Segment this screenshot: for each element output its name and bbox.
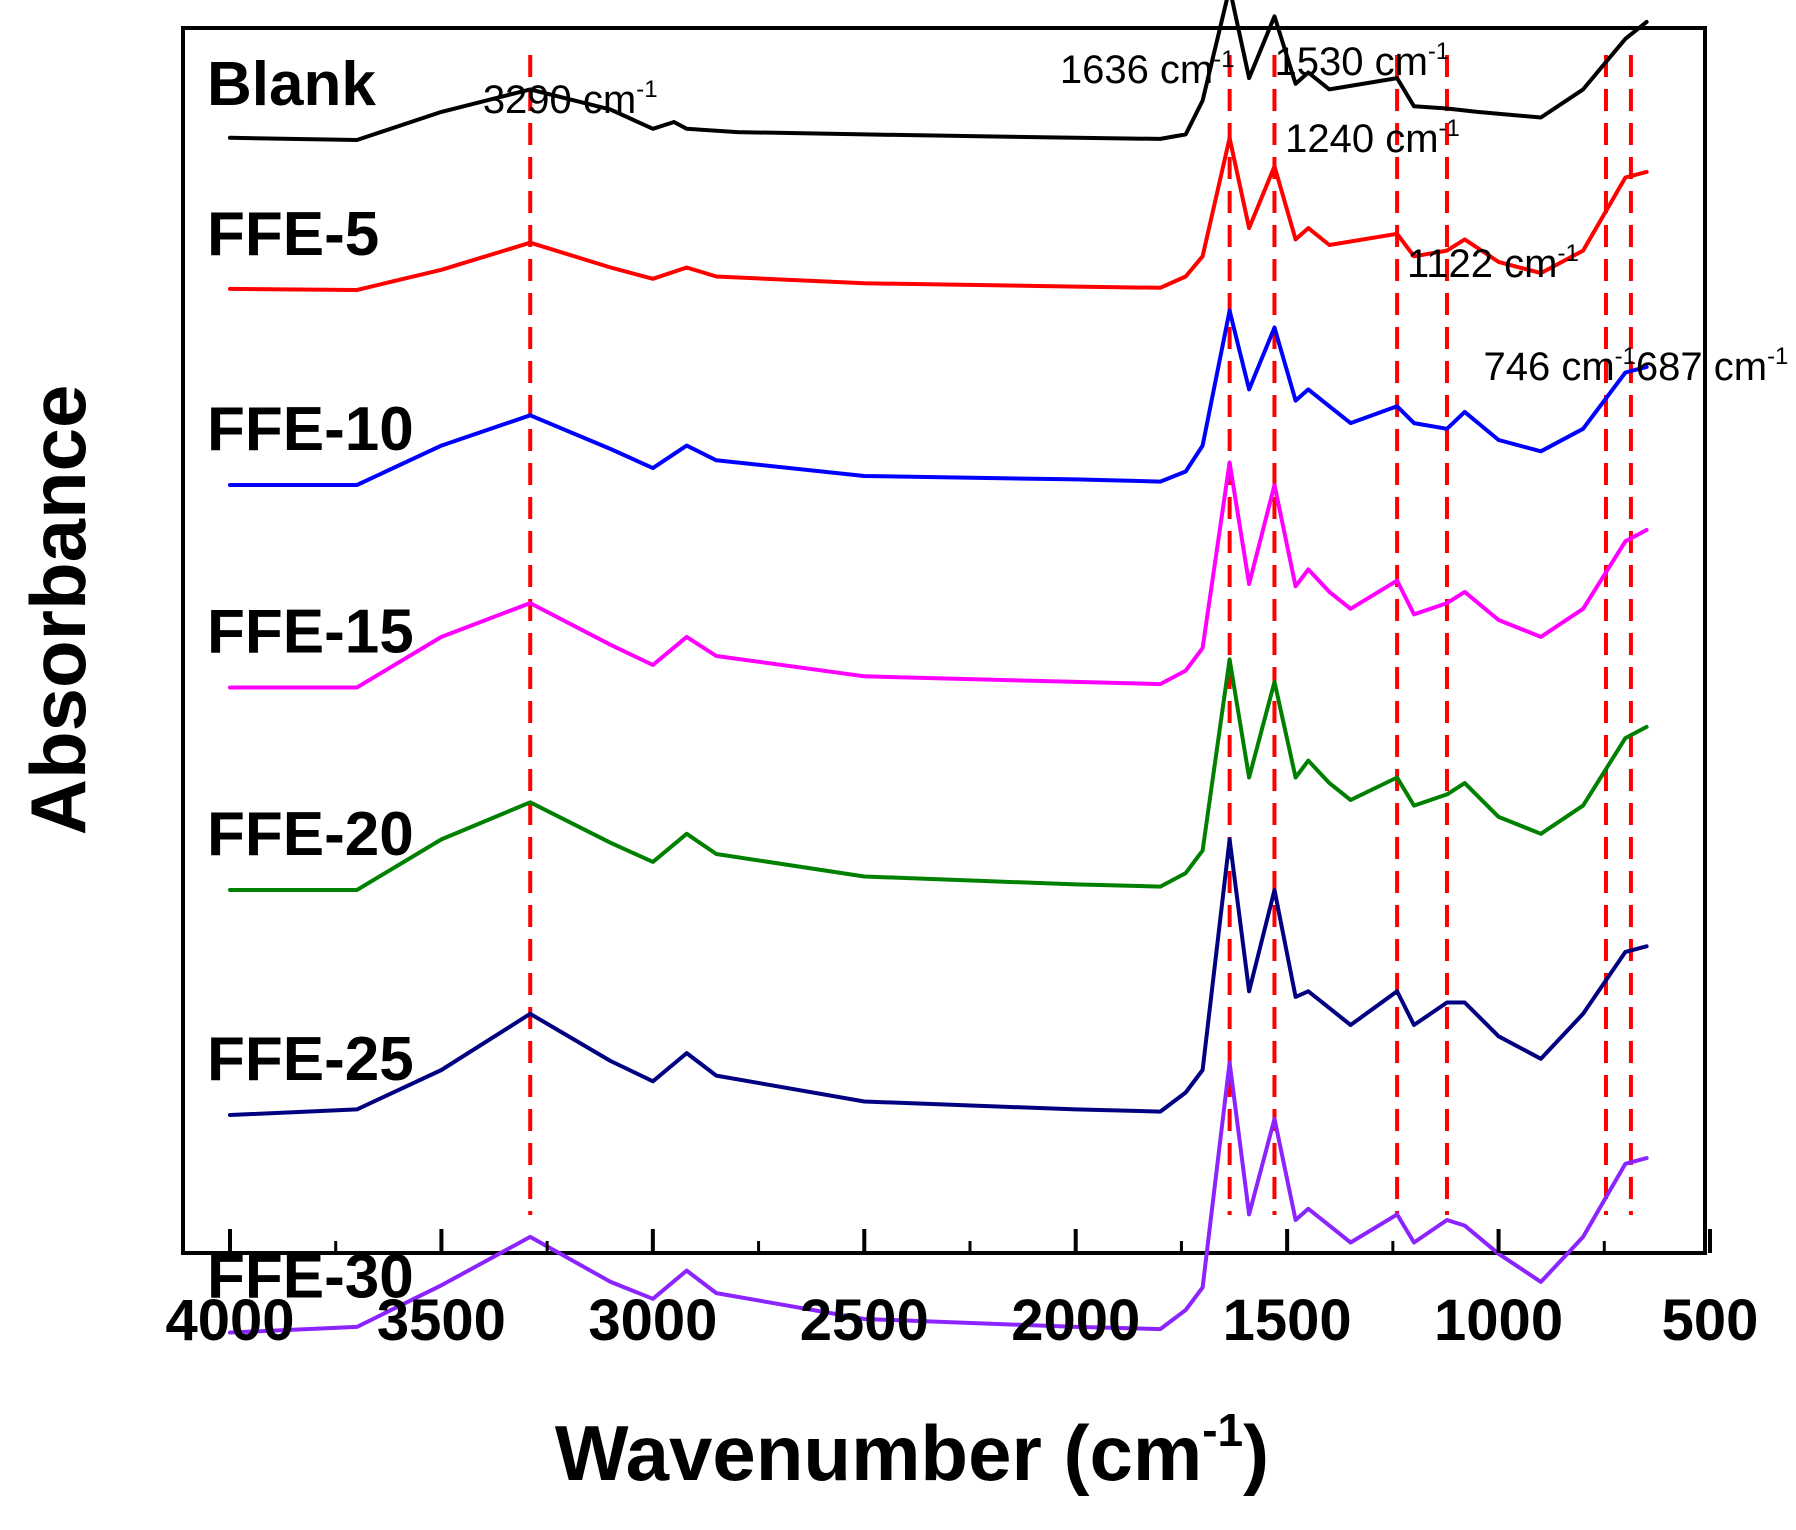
x-axis-title-sup: -1 [1202,1404,1243,1456]
series-label-ffe-5: FFE-5 [207,200,379,269]
peak-annotation-746: 746 cm-1 [1483,343,1636,389]
x-tick-label-3000: 3000 [588,1288,717,1353]
series-line-ffe-25 [228,837,1649,1117]
x-tick-label-1000: 1000 [1434,1288,1563,1353]
peak-annotations: 3290 cm-1 1636 cm-1 1530 cm-1 1240 cm-1 1122… [483,38,1789,389]
series-line-ffe-30 [228,1060,1649,1335]
x-tick-label-2000: 2000 [1011,1288,1140,1353]
x-tick-label-1500: 1500 [1223,1288,1352,1353]
series-label-ffe-20: FFE-20 [207,800,414,869]
series-label-ffe-25: FFE-25 [207,1025,414,1094]
x-axis-title: Wavenumber (cm-1) [555,1404,1269,1497]
series-line-ffe-5 [228,136,1649,292]
series-labels: Blank FFE-5 FFE-10 FFE-15 FFE-20 FFE-25 FFE-30 [207,50,414,1312]
x-axis-ticks: 4000 3500 3000 2500 2000 1500 1000 500 [165,1229,1758,1353]
peak-annotation-1122: 1122 cm-1 [1407,240,1579,286]
y-axis-title: Absorbance [14,385,102,836]
peak-annotation-1636: 1636 cm-1 [1060,46,1235,92]
spectra-series [228,0,1649,1335]
x-tick-label-4000: 4000 [165,1288,294,1353]
series-line-blank [228,0,1649,142]
reference-lines [528,55,1633,1215]
series-line-ffe-10 [228,308,1649,487]
x-tick-label-3500: 3500 [377,1288,506,1353]
series-line-ffe-20 [228,657,1649,892]
series-line-ffe-15 [228,460,1649,690]
peak-annotation-1240: 1240 cm-1 [1285,115,1460,161]
x-tick-label-2500: 2500 [800,1288,929,1353]
peak-annotation-3290: 3290 cm-1 [483,76,658,122]
series-label-ffe-15: FFE-15 [207,598,414,667]
peak-annotation-1530: 1530 cm-1 [1275,38,1450,84]
series-label-ffe-10: FFE-10 [207,395,414,464]
peak-annotation-687: 687 cm-1 [1636,343,1789,389]
plot-frame [181,26,1707,1255]
x-tick-label-500: 500 [1662,1288,1759,1353]
series-label-ffe-30: FFE-30 [207,1243,414,1312]
series-label-blank: Blank [207,50,376,119]
